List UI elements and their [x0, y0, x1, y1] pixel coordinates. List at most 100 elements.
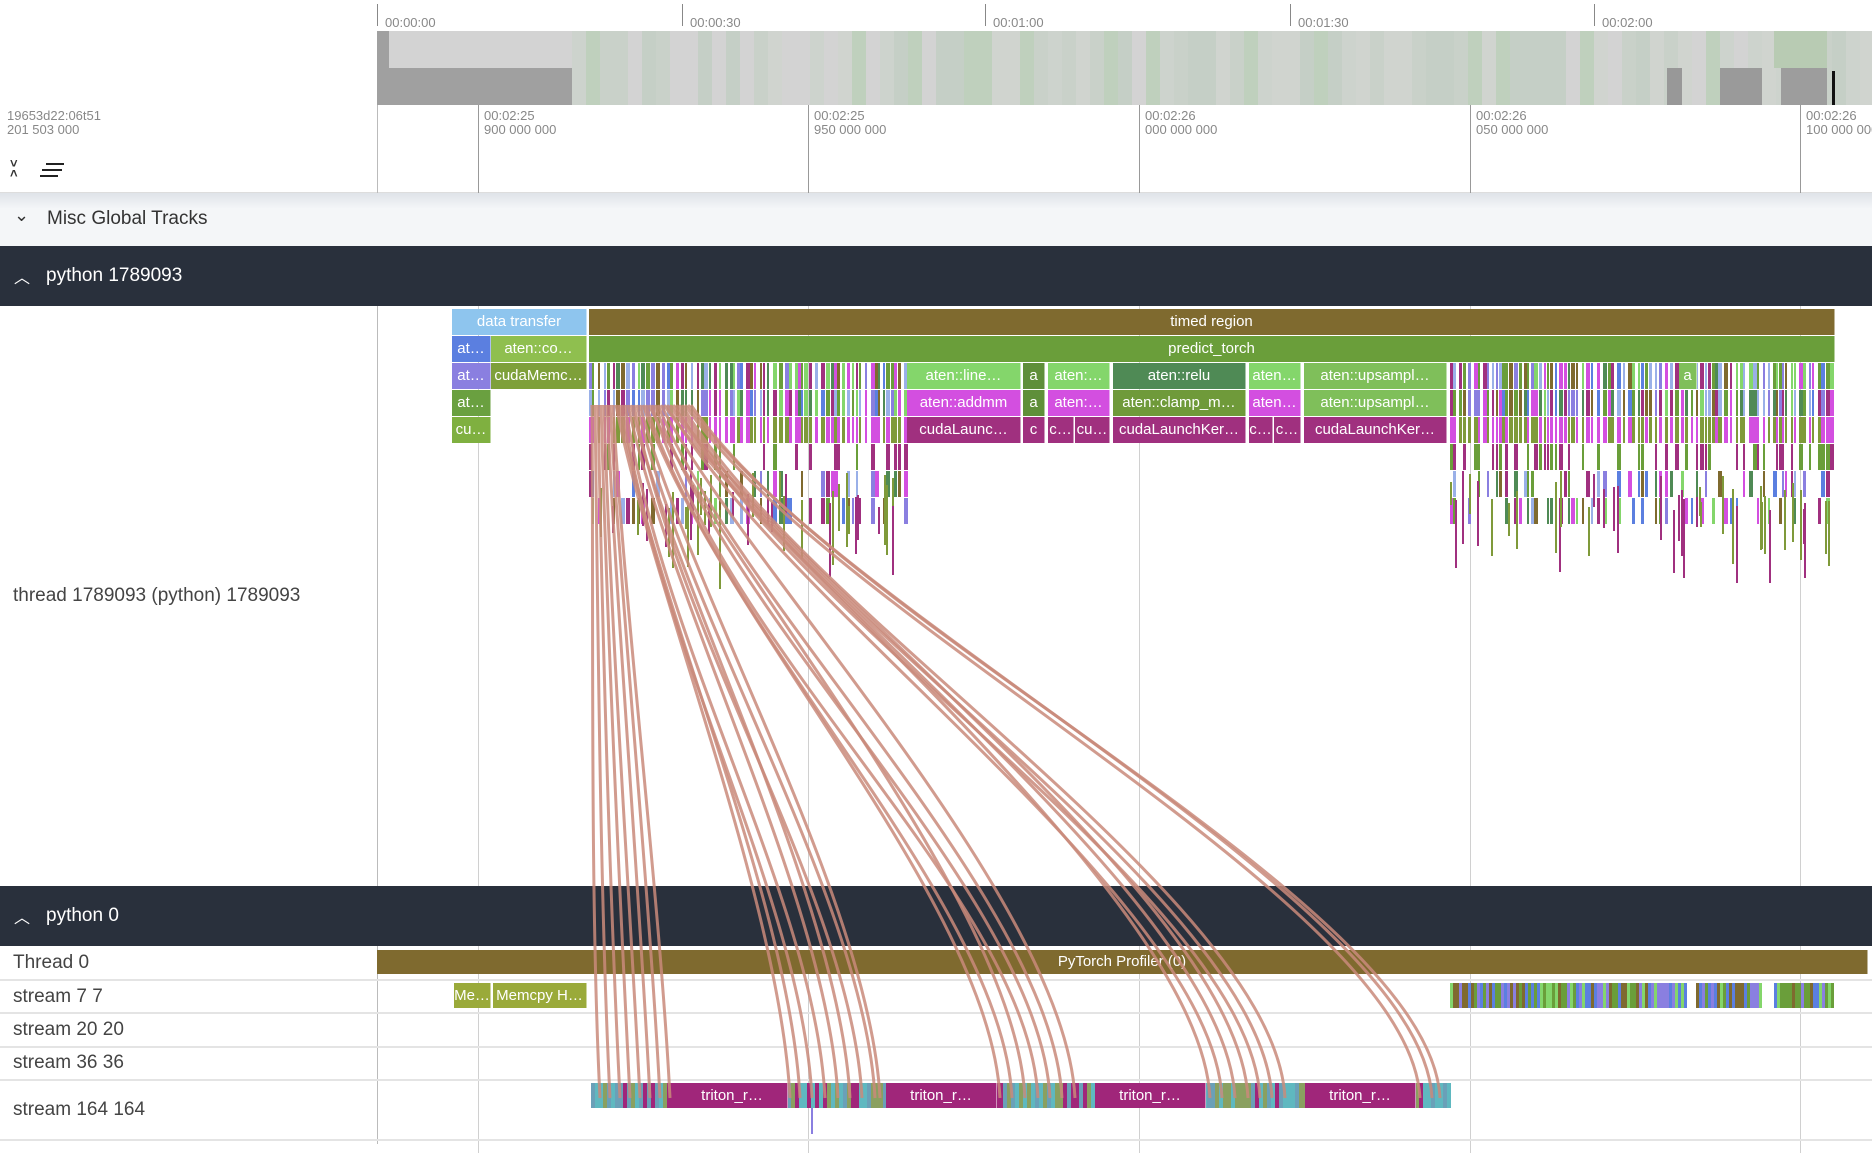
trace-slice[interactable]: [1524, 390, 1528, 416]
trace-slice[interactable]: [1496, 363, 1498, 389]
trace-slice[interactable]: [616, 471, 620, 497]
trace-slice[interactable]: [1498, 983, 1501, 1008]
trace-slice[interactable]: [621, 363, 625, 389]
trace-slice[interactable]: [1702, 983, 1705, 1008]
trace-slice[interactable]: [1724, 498, 1728, 524]
trace-slice[interactable]: [1597, 471, 1600, 497]
trace-slice[interactable]: [834, 363, 838, 389]
trace-slice[interactable]: [1670, 417, 1673, 443]
trace-slice[interactable]: [798, 363, 801, 389]
trace-slice[interactable]: [1730, 417, 1732, 443]
trace-slice[interactable]: [1544, 363, 1546, 389]
trace-slice[interactable]: [1591, 498, 1593, 524]
trace-slice[interactable]: cu…: [1075, 417, 1110, 443]
trace-slice[interactable]: [1711, 983, 1714, 1008]
trace-slice[interactable]: [1638, 444, 1640, 470]
trace-slice[interactable]: [1564, 983, 1567, 1008]
trace-slice[interactable]: [685, 390, 687, 416]
trace-slice[interactable]: [1586, 471, 1590, 497]
trace-slice[interactable]: [1830, 417, 1834, 443]
trace-slice[interactable]: [656, 417, 660, 443]
trace-slice[interactable]: [656, 471, 660, 497]
trace-slice[interactable]: [1791, 363, 1793, 389]
trace-slice[interactable]: [1627, 983, 1630, 1008]
trace-slice[interactable]: [1698, 487, 1701, 516]
trace-slice[interactable]: [1736, 505, 1739, 584]
trace-slice[interactable]: [773, 390, 777, 416]
trace-slice[interactable]: [842, 390, 845, 416]
trace-slice[interactable]: [1782, 417, 1784, 443]
trace-slice[interactable]: [638, 417, 640, 443]
trace-slice[interactable]: [725, 390, 728, 416]
trace-slice[interactable]: [592, 471, 594, 497]
trace-slice[interactable]: [763, 390, 765, 416]
trace-slice[interactable]: [1782, 471, 1784, 497]
trace-slice[interactable]: [750, 363, 753, 389]
trace-slice[interactable]: [613, 363, 615, 389]
trace-slice[interactable]: [668, 507, 671, 557]
trace-slice[interactable]: [1531, 471, 1534, 497]
list-filter-icon[interactable]: [40, 163, 66, 177]
trace-slice[interactable]: [779, 390, 783, 416]
trace-slice[interactable]: [1736, 390, 1738, 416]
trace-slice[interactable]: [1534, 444, 1538, 470]
trace-slice[interactable]: [1705, 983, 1708, 1008]
trace-slice[interactable]: [589, 390, 592, 416]
trace-slice[interactable]: [676, 363, 679, 389]
trace-slice[interactable]: [1547, 444, 1549, 470]
trace-slice[interactable]: [1794, 390, 1796, 416]
trace-slice[interactable]: [1453, 983, 1456, 1008]
trace-slice[interactable]: [1675, 417, 1679, 443]
trace-slice[interactable]: [1505, 363, 1508, 389]
slice-triton-kernel[interactable]: triton_r…: [886, 1083, 997, 1108]
trace-slice[interactable]: [1544, 417, 1546, 443]
trace-slice[interactable]: [852, 417, 854, 443]
trace-slice[interactable]: [1825, 501, 1828, 554]
trace-slice[interactable]: [804, 390, 808, 416]
trace-slice[interactable]: [1818, 390, 1821, 416]
trace-slice[interactable]: c…: [1274, 417, 1301, 443]
trace-slice[interactable]: [1582, 363, 1584, 389]
trace-slice[interactable]: [1623, 363, 1625, 389]
trace-slice[interactable]: [1700, 390, 1704, 416]
trace-slice[interactable]: [1708, 390, 1711, 416]
trace-slice[interactable]: [1453, 363, 1456, 389]
trace-slice[interactable]: [1463, 363, 1466, 389]
trace-slice[interactable]: [1606, 983, 1609, 1008]
trace-slice[interactable]: [904, 471, 908, 497]
group-misc-global-tracks[interactable]: ⌄ Misc Global Tracks: [0, 193, 1872, 246]
trace-slice[interactable]: [598, 390, 600, 416]
trace-slice[interactable]: [1459, 390, 1462, 416]
trace-slice[interactable]: [1571, 390, 1575, 416]
trace-slice[interactable]: [1816, 983, 1819, 1008]
slice-memcpy[interactable]: Memcpy H…: [493, 983, 587, 1008]
trace-slice[interactable]: [1678, 983, 1681, 1008]
trace-slice[interactable]: [746, 494, 749, 546]
trace-slice[interactable]: [1611, 390, 1614, 416]
trace-slice[interactable]: [1571, 363, 1575, 389]
trace-slice[interactable]: [1763, 390, 1765, 416]
panel-divider[interactable]: [377, 105, 378, 1144]
trace-slice[interactable]: [821, 471, 825, 497]
trace-slice[interactable]: [697, 390, 699, 416]
trace-slice[interactable]: [1717, 983, 1720, 1008]
trace-slice[interactable]: [691, 444, 693, 470]
trace-slice[interactable]: [1474, 363, 1478, 389]
trace-slice[interactable]: [1764, 496, 1767, 554]
trace-slice[interactable]: [1544, 390, 1546, 416]
trace-slice[interactable]: [730, 363, 734, 389]
trace-slice[interactable]: [1807, 983, 1810, 1008]
trace-slice[interactable]: aten::line…: [907, 363, 1021, 389]
trace-slice[interactable]: [1514, 390, 1518, 416]
trace-slice[interactable]: [1696, 390, 1698, 416]
trace-slice[interactable]: [1600, 983, 1603, 1008]
trace-slice[interactable]: [1639, 983, 1642, 1008]
trace-slice[interactable]: [1453, 498, 1456, 524]
trace-slice[interactable]: [1715, 417, 1719, 443]
trace-slice[interactable]: [856, 471, 858, 497]
trace-slice[interactable]: [1586, 363, 1590, 389]
trace-slice[interactable]: [1757, 363, 1759, 389]
trace-slice[interactable]: [837, 444, 840, 470]
trace-slice[interactable]: [704, 490, 707, 526]
trace-slice[interactable]: [1616, 486, 1619, 553]
